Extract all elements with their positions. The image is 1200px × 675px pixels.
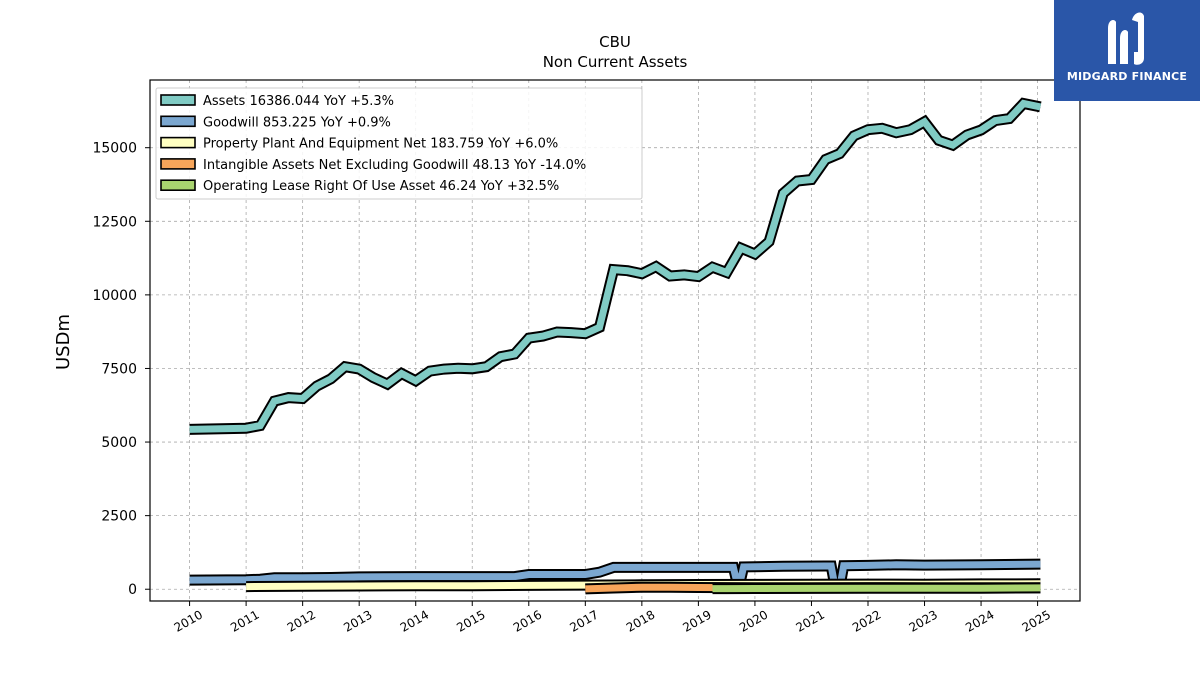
legend: Assets 16386.044 YoY +5.3% Goodwill 853.2…: [155, 87, 643, 200]
legend-box: [155, 87, 643, 200]
series-line: [189, 560, 1041, 592]
legend-label: Assets 16386.044 YoY +5.3%: [203, 94, 394, 109]
y-tick-label: 7500: [101, 361, 137, 377]
x-tick-label: 2023: [907, 607, 940, 634]
series-line: [189, 99, 1042, 433]
x-tick-label: 2016: [511, 607, 544, 634]
y-tick-label: 2500: [101, 509, 137, 525]
midgard-logo-icon: [1108, 12, 1144, 65]
series-layer: [189, 97, 1042, 595]
legend-swatch: [160, 136, 196, 149]
y-axis: 0 2500 5000 7500 10000 12500 15000: [92, 141, 150, 598]
x-tick-label: 2010: [172, 607, 205, 634]
x-tick-label: 2018: [624, 607, 657, 634]
x-tick-label: 2015: [454, 607, 487, 634]
legend-swatch: [160, 179, 196, 191]
brand-name: MIDGARD FINANCE: [1066, 70, 1188, 83]
x-tick-label: 2014: [398, 607, 431, 634]
x-tick-label: 2025: [1020, 607, 1053, 634]
y-tick-label: 15000: [92, 141, 137, 157]
x-tick-label: 2012: [285, 607, 318, 634]
x-tick-label: 2020: [737, 607, 770, 634]
x-tick-label: 2013: [341, 607, 374, 634]
series-4: [712, 582, 1041, 595]
y-axis-label: USDm: [53, 314, 74, 370]
x-tick-label: 2021: [794, 607, 827, 634]
x-tick-label: 2019: [680, 607, 713, 634]
series-line: [712, 584, 1041, 593]
legend-label: Property Plant And Equipment Net 183.759…: [203, 137, 558, 152]
x-tick-label: 2024: [963, 607, 996, 634]
plot-frame: [149, 79, 1081, 602]
chart-title: CBU: [599, 33, 631, 51]
y-tick-label: 12500: [92, 214, 137, 230]
x-tick-label: 2011: [228, 607, 261, 634]
brand-logo: MIDGARD FINANCE: [1054, 0, 1200, 101]
legend-swatch: [160, 115, 196, 128]
y-tick-label: 0: [128, 582, 137, 598]
legend-swatch: [160, 94, 196, 106]
legend-swatch: [160, 158, 196, 170]
x-axis: 2010 2011 2012 2013 2014 2015 2016 2017 2018 2019…: [172, 601, 1053, 635]
x-tick-label: 2022: [850, 607, 883, 634]
legend-label: Intangible Assets Net Excluding Goodwill…: [203, 158, 586, 173]
y-tick-label: 10000: [92, 288, 137, 304]
legend-label: Goodwill 853.225 YoY +0.9%: [203, 115, 391, 130]
series-1: [189, 558, 1041, 594]
legend-label: Operating Lease Right Of Use Asset 46.24…: [203, 179, 559, 194]
x-tick-label: 2017: [567, 607, 600, 634]
chart-subtitle: Non Current Assets: [543, 53, 688, 71]
y-tick-label: 5000: [101, 435, 137, 451]
series-0: [189, 97, 1042, 435]
